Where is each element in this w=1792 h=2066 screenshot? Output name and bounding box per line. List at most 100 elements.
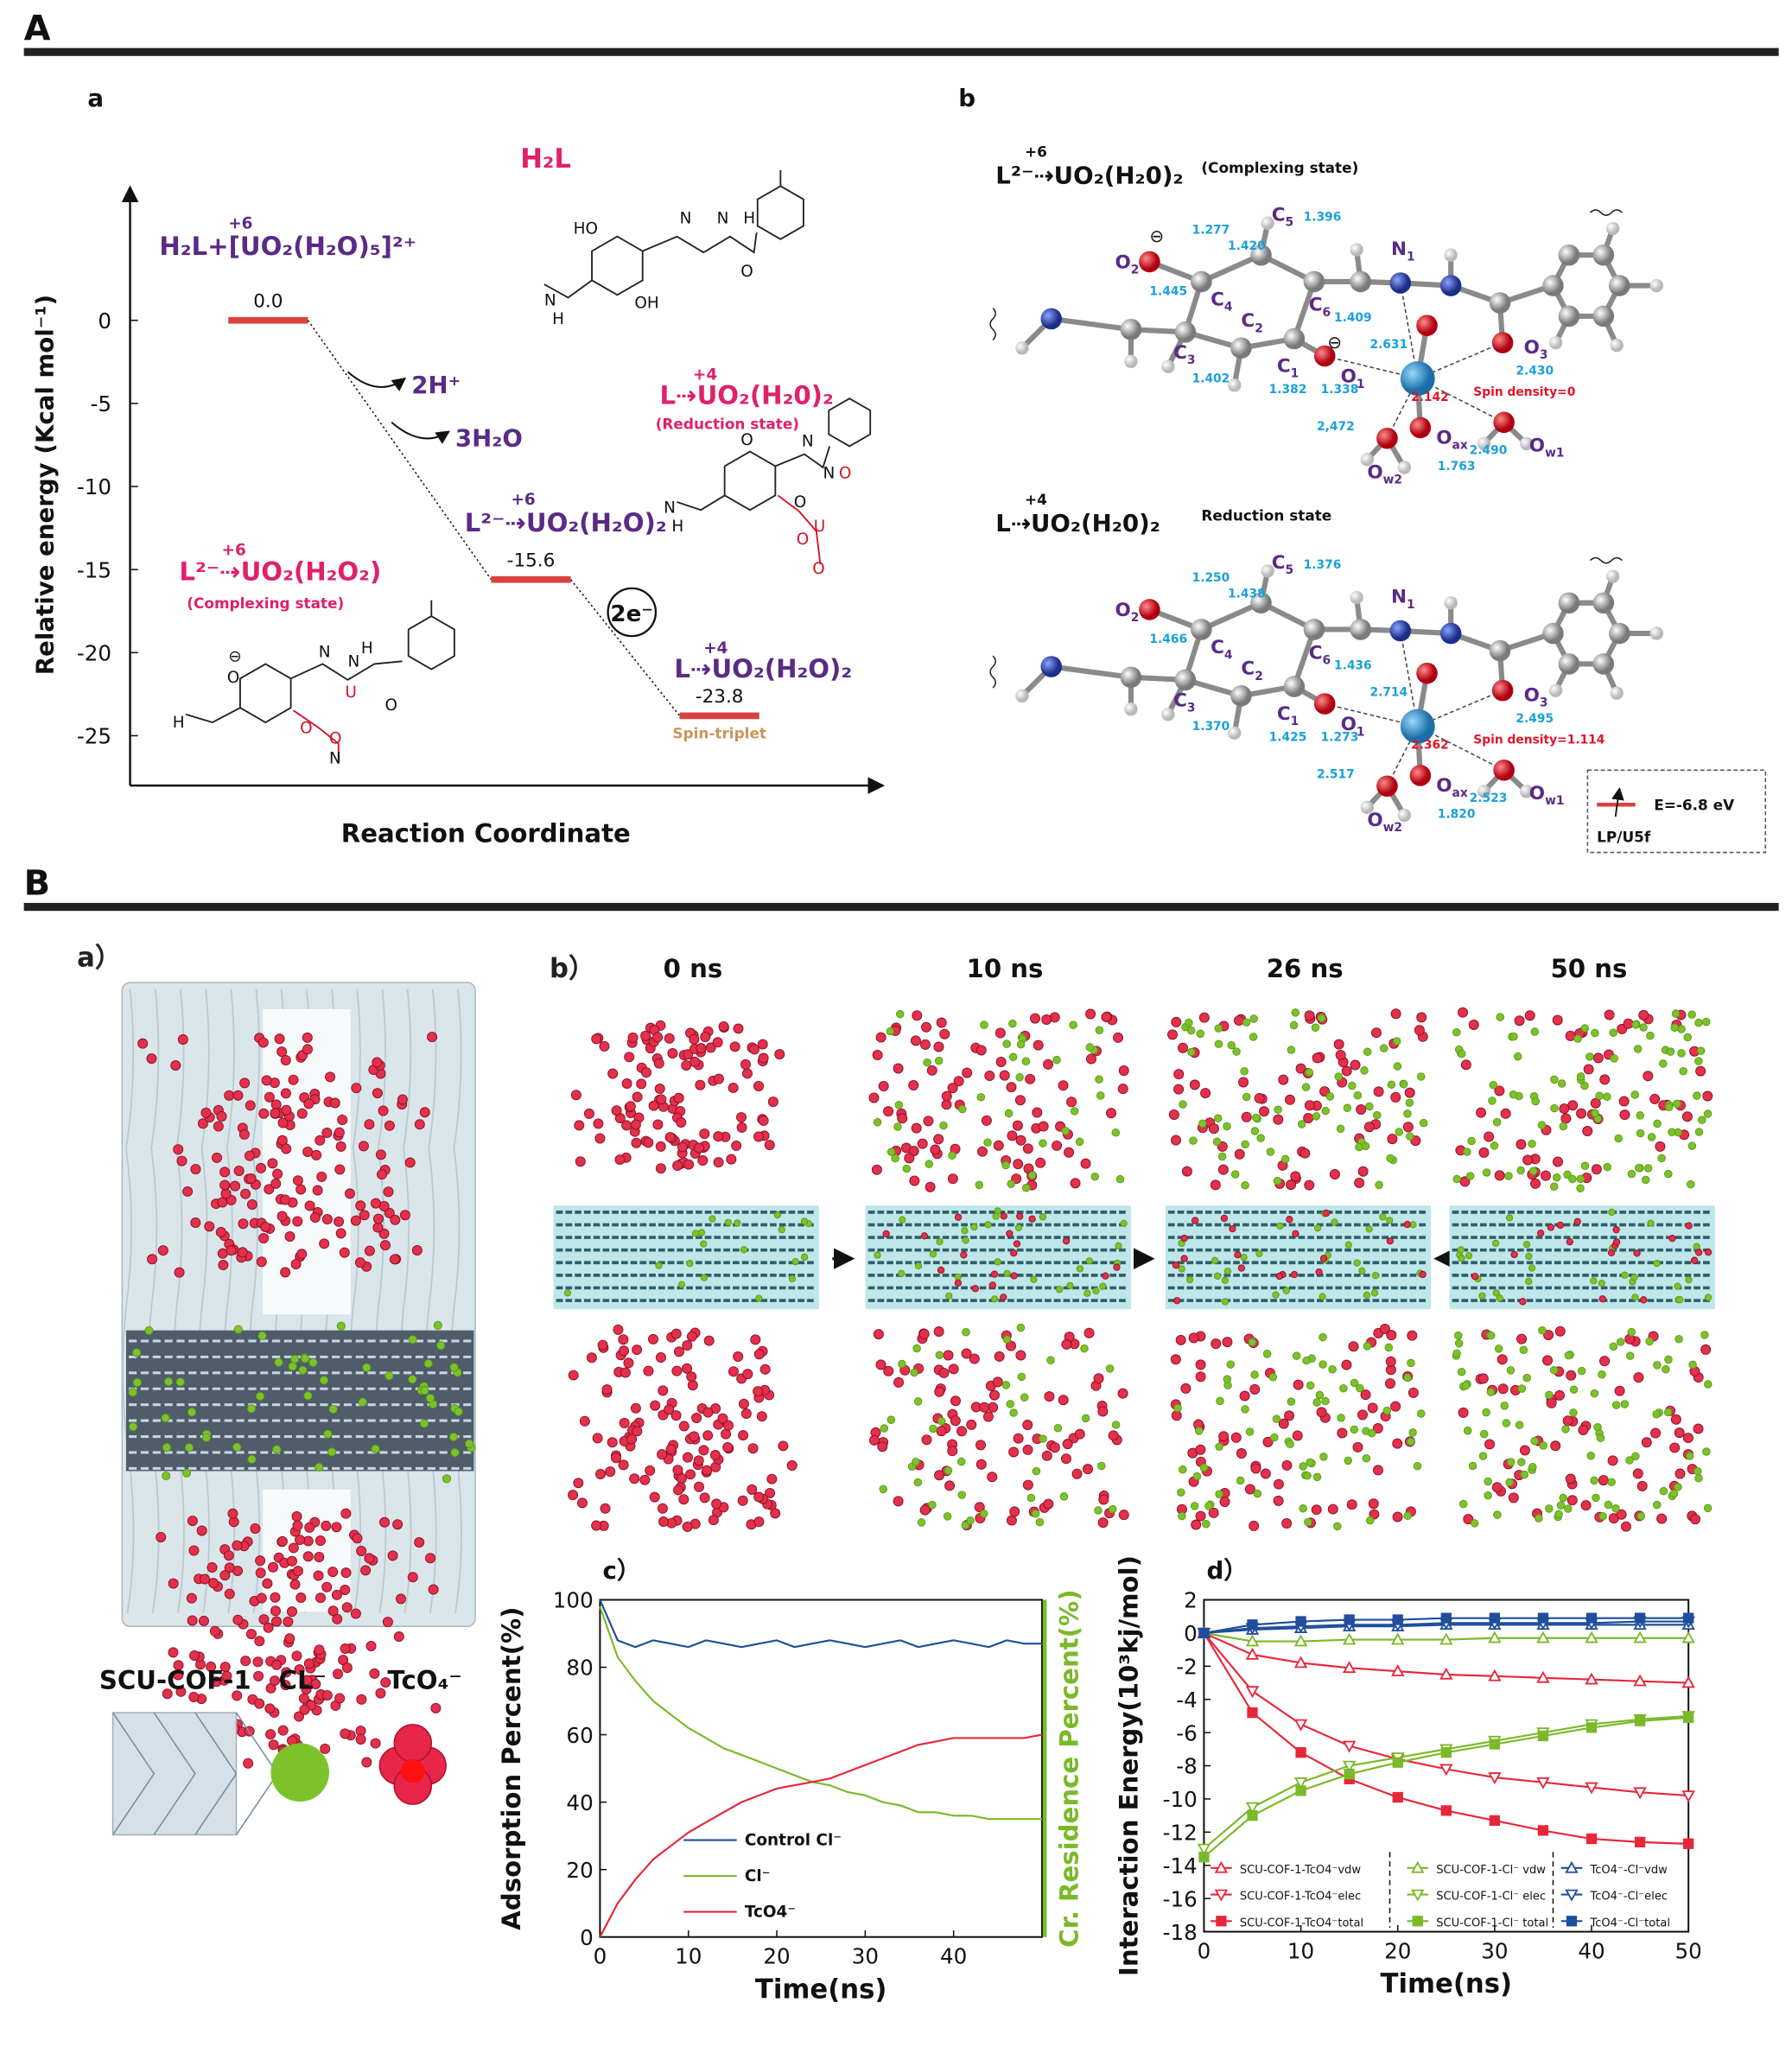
atom-sub: ax (1452, 786, 1468, 800)
chloride (1504, 1172, 1513, 1180)
pertechnetate (364, 1119, 375, 1130)
pertechnetate (425, 1553, 436, 1564)
pertechnetate (764, 1140, 775, 1151)
pertechnetate (267, 1158, 278, 1169)
pertechnetate (281, 1667, 292, 1678)
pertechnetate (198, 1615, 209, 1626)
pertechnetate (369, 1668, 380, 1679)
pertechnetate (310, 1679, 321, 1690)
marker (1342, 1740, 1357, 1753)
y-tick-label: -16 (1163, 1886, 1198, 1911)
pertechnetate (219, 1179, 231, 1191)
pertechnetate (1554, 1325, 1566, 1337)
pertechnetate (702, 1430, 714, 1441)
atom (1558, 592, 1580, 614)
atom-label: C3 (1173, 342, 1195, 367)
atom (1228, 378, 1242, 392)
pertechnetate (414, 1119, 425, 1130)
pertechnetate (295, 1535, 306, 1546)
chloride (315, 1462, 324, 1472)
atom (1477, 785, 1491, 798)
chloride (1382, 1406, 1392, 1415)
chloride (1454, 1331, 1463, 1340)
pertechnetate (1013, 1433, 1024, 1444)
pertechnetate (1370, 1027, 1382, 1039)
legend-label: SCU-COF-1-Cl⁻ vdw (1436, 1864, 1546, 1877)
pertechnetate (284, 1633, 295, 1644)
chloride (1405, 1132, 1414, 1141)
chloride (1652, 1409, 1661, 1419)
chloride (1232, 1047, 1241, 1056)
pertechnetate (950, 1415, 961, 1427)
chloride (1070, 1107, 1079, 1116)
pertechnetate (961, 1348, 972, 1359)
pertechnetate (629, 1473, 640, 1484)
legend-label: SCU-COF-1-TcO4⁻vdw (1240, 1864, 1361, 1877)
pertechnetate (1478, 1147, 1490, 1158)
pertechnetate (419, 1107, 430, 1118)
chloride (129, 1422, 138, 1432)
atom (1542, 622, 1564, 645)
y-axis-label: Interaction Energy(10³kj/mol) (1115, 1555, 1144, 1976)
atom (1558, 653, 1580, 675)
chloride (1627, 1327, 1636, 1337)
atom-base: N (1391, 238, 1407, 260)
chloride (1363, 1047, 1372, 1057)
pertechnetate (174, 1267, 185, 1278)
pertechnetate (1311, 1504, 1322, 1516)
surface-texture (147, 989, 160, 1614)
chloride (1647, 1219, 1655, 1227)
chloride (1331, 1218, 1338, 1226)
chloride (1603, 1092, 1611, 1102)
atom (1261, 564, 1274, 578)
atom (1491, 332, 1514, 353)
chloride (778, 1226, 785, 1234)
pertechnetate (1385, 1356, 1396, 1367)
pertechnetate (1471, 1273, 1479, 1281)
chloride (1608, 1208, 1616, 1217)
pertechnetate (1522, 1154, 1534, 1166)
chloride (1085, 1257, 1093, 1265)
pertechnetate (753, 1386, 764, 1397)
chloride (1687, 1141, 1697, 1150)
pertechnetate (296, 1249, 308, 1260)
pertechnetate (709, 1450, 721, 1461)
pertechnetate (245, 1100, 256, 1111)
chloride (1299, 1504, 1307, 1513)
chloride (298, 1365, 308, 1375)
pertechnetate (280, 1055, 291, 1065)
pertechnetate (1576, 1108, 1587, 1119)
chloride (1528, 1166, 1538, 1176)
pertechnetate (1208, 1507, 1219, 1518)
chloride (1550, 1075, 1559, 1084)
marker (1293, 1634, 1308, 1647)
atom (1649, 278, 1663, 293)
pertechnetate (341, 1602, 353, 1613)
chloride (1066, 1281, 1074, 1290)
pertechnetate (1085, 1053, 1096, 1065)
chloride (1604, 1500, 1613, 1510)
pertechnetate (1064, 1147, 1075, 1158)
pertechnetate (250, 1523, 261, 1534)
pertechnetate (1346, 1499, 1357, 1510)
chloride (1215, 1442, 1223, 1451)
pertechnetate (268, 1561, 279, 1573)
pertechnetate (350, 1215, 361, 1226)
pertechnetate (897, 1113, 908, 1124)
marker (1411, 1860, 1425, 1873)
chloride (1196, 1029, 1205, 1039)
y-axis-label: Relative energy (Kcal mol⁻¹) (30, 295, 59, 675)
atom-base: O (1529, 783, 1545, 804)
chloride (691, 1230, 700, 1237)
pertechnetate (216, 1110, 227, 1122)
pertechnetate (758, 1115, 769, 1126)
pertechnetate (1524, 1010, 1535, 1021)
pertechnetate (689, 1033, 700, 1045)
pertechnetate (1519, 1445, 1530, 1456)
pertechnetate (327, 1605, 339, 1617)
pertechnetate (1113, 1032, 1124, 1043)
chloride (1569, 1408, 1578, 1417)
chloride (1702, 1447, 1711, 1456)
chloride (1636, 1128, 1645, 1138)
pertechnetate (1460, 1059, 1471, 1071)
